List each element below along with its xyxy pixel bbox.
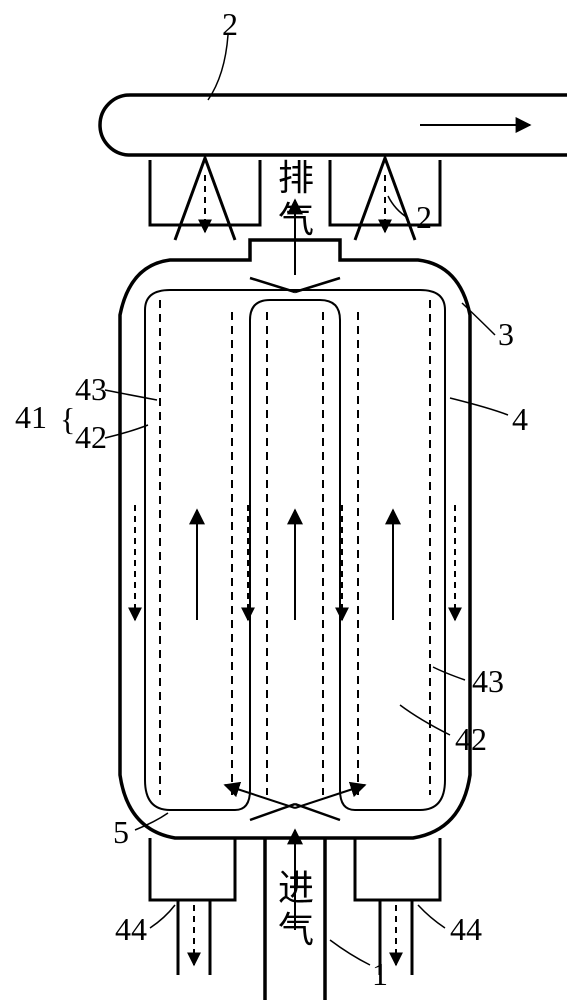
label-44a: 44 [115, 911, 147, 947]
label-43a: 43 [75, 371, 107, 407]
label-2b: 2 [416, 199, 432, 235]
label-1: 1 [372, 956, 388, 992]
label-3: 3 [498, 316, 514, 352]
label-4: 4 [512, 401, 528, 437]
brace-41: { [60, 401, 75, 437]
cn-pai: 排 [278, 158, 314, 198]
cn-qi2: 气 [278, 910, 314, 950]
diagram-svg: { 2 2 3 4 41 43 42 43 42 5 44 44 1 排 气 进… [0, 0, 567, 1000]
label-43b: 43 [472, 663, 504, 699]
label-42a: 42 [75, 419, 107, 455]
label-44b: 44 [450, 911, 482, 947]
label-41: 41 [15, 399, 47, 435]
label-42b: 42 [455, 721, 487, 757]
label-2a: 2 [222, 6, 238, 42]
cn-qi1: 气 [278, 200, 314, 240]
cn-jin: 进 [278, 868, 314, 908]
label-5: 5 [113, 814, 129, 850]
